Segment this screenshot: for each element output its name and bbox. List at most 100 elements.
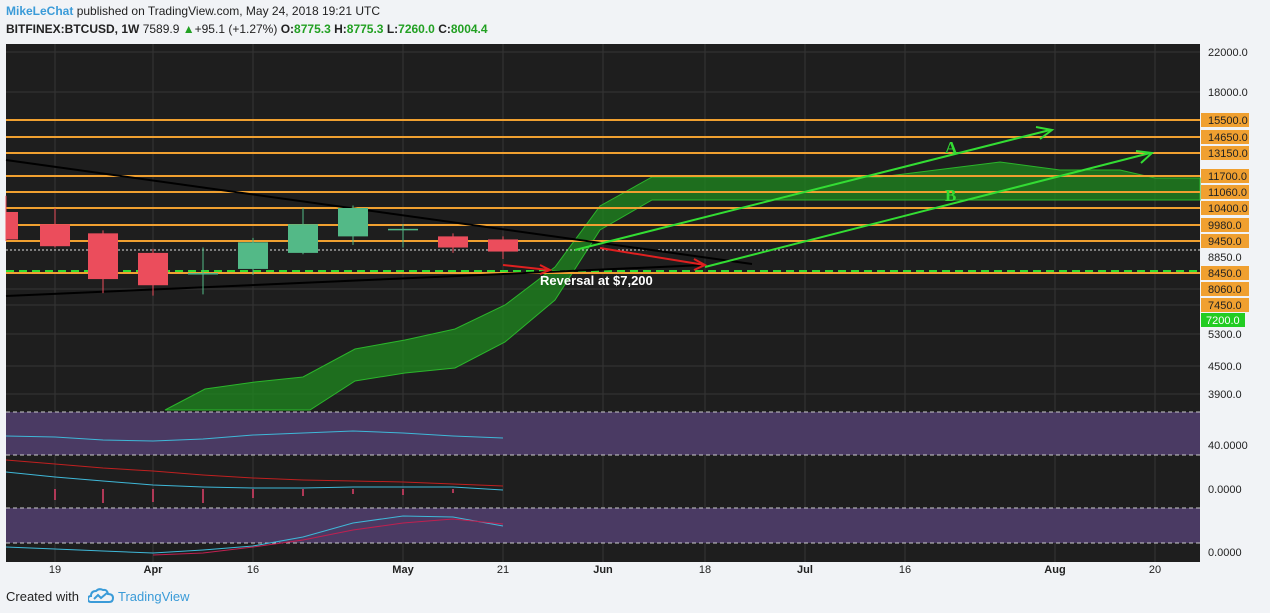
price-axis-label: 13150.0	[1208, 148, 1248, 160]
author-link[interactable]: MikeLeChat	[6, 4, 74, 18]
reversal-annotation: Reversal at $7,200	[540, 273, 653, 288]
price-axis-label: 7450.0	[1208, 300, 1242, 312]
price-axis-label: 15500.0	[1208, 115, 1248, 127]
vertical-grid	[54, 44, 1156, 562]
chart-header: MikeLeChat published on TradingView.com,…	[0, 0, 1270, 44]
publish-line: MikeLeChat published on TradingView.com,…	[6, 4, 380, 18]
high-label: H:	[334, 22, 347, 36]
price-axis-label: 9450.0	[1208, 236, 1242, 248]
ascending-trendline	[5, 264, 706, 297]
price-level-badge	[1201, 201, 1249, 215]
price-axis-label: 8060.0	[1208, 284, 1242, 296]
current-price-label: 7200.0	[1206, 315, 1240, 327]
price-level-badge	[1201, 282, 1249, 296]
time-axis-bg[interactable]	[6, 562, 1200, 579]
time-axis-label: 19	[49, 564, 61, 576]
price-chart[interactable]: Reversal at $7,200 A B 22000.0 18000.0 155…	[0, 44, 1270, 579]
label-b: B	[945, 186, 956, 205]
price-axis-label: 10400.0	[1208, 203, 1248, 215]
indicator3-band	[6, 508, 1200, 543]
price-axis-label: 18000.0	[1208, 87, 1248, 99]
time-axis-label: Jul	[797, 564, 813, 576]
time-axis-label: May	[392, 564, 414, 576]
red-arrow-1-head-icon	[539, 264, 553, 275]
indicator1-band	[6, 412, 1200, 455]
time-axis[interactable]: 19 Apr 16 May 21 Jun 18 Jul 16 Aug 20	[49, 564, 1161, 576]
projection-arrows	[574, 126, 1155, 268]
red-arrows	[502, 247, 708, 275]
candle-body	[138, 252, 168, 286]
macd-line	[5, 471, 504, 491]
symbol-name: BITFINEX:BTCUSD, 1W	[6, 22, 140, 36]
candle-body	[6, 211, 18, 240]
publish-info: published on TradingView.com, May 24, 20…	[73, 4, 380, 18]
candle-body	[40, 224, 70, 247]
footer: Created with TradingView	[0, 579, 1270, 613]
time-axis-label: 20	[1149, 564, 1161, 576]
candle-body	[188, 273, 218, 275]
price-level-badge	[1201, 266, 1249, 280]
macd-signal-line	[5, 459, 504, 487]
price-level-badge	[1201, 185, 1249, 199]
low-label: L:	[386, 22, 399, 36]
arrow-b-line	[704, 152, 1151, 268]
price-level-badge	[1201, 234, 1249, 248]
candle-body	[88, 233, 118, 280]
candle-body	[338, 208, 368, 237]
price-axis-label: 4500.0	[1208, 361, 1242, 373]
price-level-badge	[1201, 146, 1249, 160]
time-axis-label: 16	[247, 564, 259, 576]
open-value: 8775.3	[294, 22, 331, 36]
price-level-badge	[1201, 169, 1249, 183]
price-axis-label: 14650.0	[1208, 132, 1248, 144]
arrow-a-head-icon	[1035, 126, 1055, 140]
created-with-text: Created with	[6, 589, 79, 604]
horizontal-grid	[6, 51, 1200, 395]
price-change: +95.1 (+1.27%)	[194, 22, 278, 36]
candle-body	[238, 242, 268, 269]
label-a: A	[945, 138, 958, 157]
tradingview-cloud-icon[interactable]	[88, 587, 114, 605]
price-axis[interactable]: 22000.0 18000.0 15500.0 14650.0 13150.0 11700…	[1201, 47, 1249, 401]
macd-histogram	[54, 489, 454, 503]
price-level-badge	[1201, 218, 1249, 232]
close-label: C:	[438, 22, 451, 36]
indicator1-line	[5, 430, 504, 442]
symbol-line: BITFINEX:BTCUSD, 1W 7589.9 ▲+95.1 (+1.27…	[6, 22, 488, 36]
indicator3-line-k	[5, 515, 504, 554]
price-axis-label: 3900.0	[1208, 389, 1242, 401]
candle-body	[488, 239, 518, 252]
price-level-badge	[1201, 298, 1249, 312]
price-axis-label: 9980.0	[1208, 220, 1242, 232]
candle-body	[288, 224, 318, 253]
indicator3-axis-label: 0.0000	[1208, 547, 1242, 559]
price-axis-label: 8450.0	[1208, 268, 1242, 280]
arrow-a-line	[574, 129, 1051, 251]
time-axis-label: Apr	[144, 564, 164, 576]
price-level-badge	[1201, 130, 1249, 144]
time-axis-label: Aug	[1044, 564, 1065, 576]
price-axis-label: 11700.0	[1208, 171, 1247, 183]
forecast-cloud	[164, 161, 1201, 411]
open-label: O:	[280, 22, 295, 36]
indicator3-line-d	[152, 518, 504, 556]
red-arrow-2	[599, 247, 706, 266]
low-value: 7260.0	[398, 22, 435, 36]
red-arrow-1	[502, 264, 550, 271]
price-axis-label: 11060.0	[1208, 187, 1247, 199]
price-axis-label: 22000.0	[1208, 47, 1248, 59]
change-arrow-icon: ▲	[182, 22, 195, 36]
price-axis-label: 5300.0	[1208, 329, 1242, 341]
price-axis-label: 8850.0	[1208, 252, 1242, 264]
time-axis-label: 16	[899, 564, 911, 576]
time-axis-label: 21	[497, 564, 509, 576]
tradingview-brand-link[interactable]: TradingView	[118, 589, 190, 604]
arrow-b-head-icon	[1135, 150, 1155, 164]
current-price-badge	[1201, 313, 1245, 327]
candles	[5, 195, 518, 296]
indicator2-axis-label: 0.0000	[1208, 484, 1242, 496]
price-level-badge	[1201, 113, 1249, 127]
last-price: 7589.9	[142, 22, 180, 36]
time-axis-label: 18	[699, 564, 711, 576]
close-value: 8004.4	[450, 22, 488, 36]
